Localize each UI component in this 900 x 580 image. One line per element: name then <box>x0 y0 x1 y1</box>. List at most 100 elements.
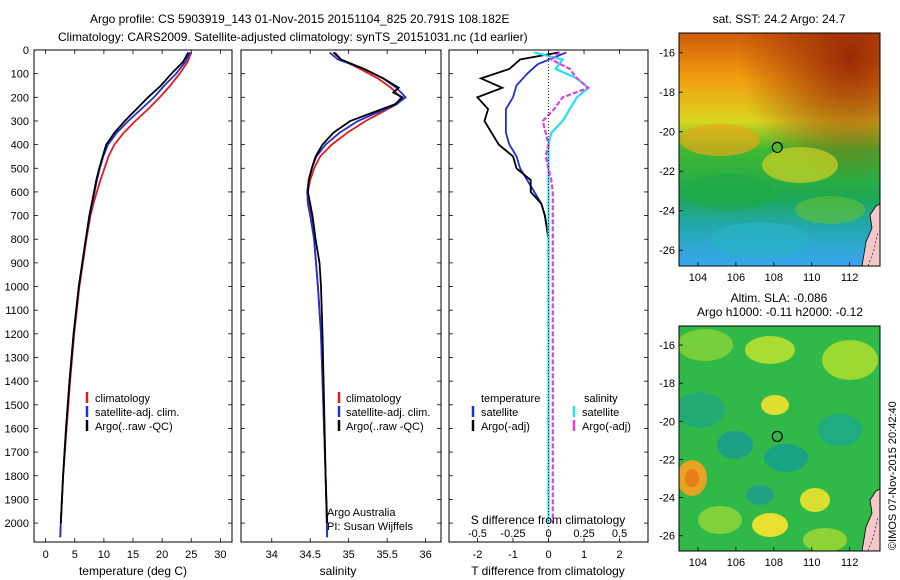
depth-tick-label: 1500 <box>5 400 29 412</box>
map-x-tick-label: 104 <box>689 557 707 569</box>
x-tick-label-salinity: 0.5 <box>612 528 627 540</box>
legend-label: satellite-adj. clim. <box>346 407 430 419</box>
x-tick-label: 35 <box>343 549 355 561</box>
depth-tick-label: 1900 <box>5 494 29 506</box>
argo-australia-label: Argo Australia <box>327 507 396 519</box>
depth-tick-label: 1200 <box>5 329 29 341</box>
profile-line-argo <box>59 51 190 524</box>
map-y-tick-label: -16 <box>659 48 675 60</box>
sst-map-frame <box>678 32 881 267</box>
x-axes: 0 5 10 15 20 25 30 34 34.5 35 35.5 36 -2 -1 0 1 2 -0.5 -0.… <box>43 50 627 561</box>
depth-tick-label: 1400 <box>5 376 29 388</box>
x-axis-label-s-diff: S difference from climatology <box>471 513 626 527</box>
map-y-tick-label: -18 <box>659 87 675 99</box>
map-y-tick-label: -24 <box>659 206 675 218</box>
sst-map-title: sat. SST: 24.2 Argo: 24.7 <box>713 12 846 26</box>
x-tick-label-salinity: 0 <box>545 528 551 540</box>
x-tick-label: 10 <box>98 549 110 561</box>
legend-label: climatology <box>346 393 402 405</box>
depth-tick-label: 700 <box>11 211 29 223</box>
difference-profile-lines <box>475 51 591 524</box>
legend-label: Argo(..raw -QC) <box>346 421 424 433</box>
legend-label: Argo(..raw -QC) <box>95 421 173 433</box>
depth-tick-label: 1000 <box>5 282 29 294</box>
map-x-tick-label: 108 <box>765 272 783 284</box>
temperature-legend: climatology satellite-adj. clim. Argo(..… <box>85 392 179 433</box>
x-tick-label: 0 <box>43 549 49 561</box>
x-tick-label: -2 <box>473 549 483 561</box>
profile-line-sal_sat <box>534 51 591 524</box>
x-tick-label-salinity: 0.25 <box>573 528 594 540</box>
depth-tick-label: 1800 <box>5 471 29 483</box>
imos-credit: ©IMOS 07-Nov-2015 20:42:40 <box>887 401 899 550</box>
legend-title-temperature: temperature <box>481 393 540 405</box>
map-x-tick-label: 110 <box>803 557 821 569</box>
map-y-tick-label: -24 <box>659 493 675 505</box>
legend-label: Argo(-adj) <box>481 421 530 433</box>
x-tick-label: 1 <box>581 549 587 561</box>
depth-tick-label: 1300 <box>5 353 29 365</box>
depth-tick-label: 800 <box>11 234 29 246</box>
x-tick-label: 5 <box>72 549 78 561</box>
x-tick-label: 20 <box>156 549 168 561</box>
depth-tick-label: 300 <box>11 116 29 128</box>
sla-map-frame <box>678 325 881 552</box>
x-axis-label-temperature: temperature (deg C) <box>79 564 187 578</box>
sla-map-subtitle: Argo h1000: -0.11 h2000: -0.12 <box>697 305 863 319</box>
profile-line-sal_argo <box>541 51 591 524</box>
difference-legend: temperature satellite Argo(-adj) salinit… <box>471 393 631 433</box>
x-tick-label: 30 <box>214 549 226 561</box>
legend-label: Argo(-adj) <box>582 421 631 433</box>
sst-map-axes: 104 106 108 110 112 -16 -18 -20 -22 -24 -26 <box>659 48 858 284</box>
header-line2: Climatology: CARS2009. Satellite-adjuste… <box>58 30 528 44</box>
depth-tick-label: 0 <box>23 45 29 57</box>
profile-line-argo <box>475 51 560 524</box>
legend-label: satellite <box>582 407 619 419</box>
x-tick-label: 35.5 <box>376 549 397 561</box>
map-x-tick-label: 108 <box>765 557 783 569</box>
depth-tick-label: 500 <box>11 163 29 175</box>
map-y-tick-label: -20 <box>659 416 675 428</box>
map-x-tick-label: 104 <box>689 272 707 284</box>
depth-tick-label: 400 <box>11 140 29 152</box>
x-tick-label: 34 <box>266 549 278 561</box>
sla-argo-position-marker <box>771 430 783 443</box>
pi-label: PI: Susan Wijffels <box>327 521 413 533</box>
map-x-tick-label: 106 <box>727 557 745 569</box>
map-x-tick-label: 112 <box>841 272 859 284</box>
depth-tick-label: 200 <box>11 92 29 104</box>
profile-line-sat <box>504 51 567 524</box>
sla-map-axes: 104 106 108 110 112 -16 -18 -20 -22 -24 -26 <box>659 340 858 569</box>
header-line1: Argo profile: CS 5903919_143 01-Nov-2015… <box>90 12 509 26</box>
map-y-tick-label: -20 <box>659 127 675 139</box>
legend-title-salinity: salinity <box>584 393 618 405</box>
x-tick-label: 0 <box>545 549 551 561</box>
depth-tick-label: 1600 <box>5 423 29 435</box>
salinity-panel-frame <box>240 49 442 543</box>
sla-map <box>679 326 880 551</box>
x-tick-label: 34.5 <box>300 549 321 561</box>
sla-map-title: Altim. SLA: -0.086 <box>731 291 828 305</box>
map-x-tick-label: 112 <box>841 557 859 569</box>
legend-label: satellite <box>481 407 518 419</box>
x-tick-label: 2 <box>617 549 623 561</box>
x-tick-label: 36 <box>419 549 431 561</box>
x-tick-label: 25 <box>185 549 197 561</box>
temperature-profile-lines <box>59 51 193 538</box>
profile-line-clim <box>59 52 193 538</box>
x-tick-label: -1 <box>508 549 518 561</box>
map-x-tick-label: 110 <box>803 272 821 284</box>
salinity-legend: climatology satellite-adj. clim. Argo(..… <box>337 392 430 433</box>
x-axis-label-t-diff: T difference from climatology <box>471 564 625 578</box>
map-y-tick-label: -26 <box>659 531 675 543</box>
depth-axis: 0 100 200 300 400 500 600 700 800 900 1000 1100 1200… <box>5 45 648 530</box>
depth-tick-label: 100 <box>11 69 29 81</box>
map-x-tick-label: 106 <box>727 272 745 284</box>
map-y-tick-label: -26 <box>659 245 675 257</box>
map-y-tick-label: -16 <box>659 340 675 352</box>
depth-tick-label: 1100 <box>5 305 29 317</box>
salinity-profile-lines <box>306 51 407 538</box>
x-tick-label-salinity: -0.5 <box>468 528 487 540</box>
x-tick-label-salinity: -0.25 <box>500 528 525 540</box>
